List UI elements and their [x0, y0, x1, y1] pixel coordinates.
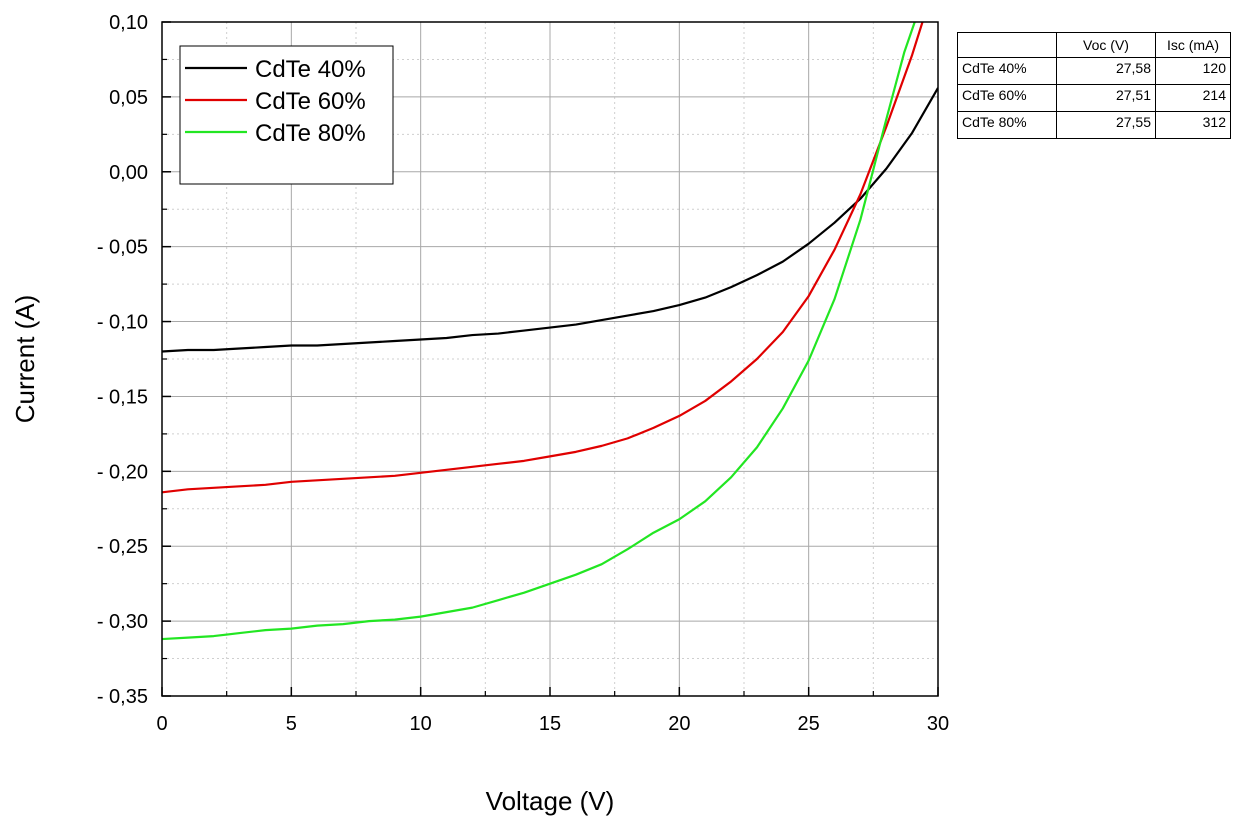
legend-label: CdTe 60%: [255, 88, 366, 115]
y-tick-label: 0,00: [109, 162, 148, 184]
y-tick-label: - 0,05: [97, 237, 148, 259]
y-axis-title: Current (A): [10, 295, 40, 424]
x-tick-label: 0: [156, 713, 167, 735]
x-tick-label: 25: [798, 713, 820, 735]
table-cell-isc: 120: [1155, 57, 1231, 85]
table-cell-name: CdTe 80%: [957, 111, 1057, 139]
x-tick-label: 5: [286, 713, 297, 735]
x-tick-label: 10: [410, 713, 432, 735]
y-tick-label: 0,05: [109, 87, 148, 109]
table-cell-name: CdTe 60%: [957, 84, 1057, 112]
x-tick-label: 15: [539, 713, 561, 735]
y-tick-label: - 0,35: [97, 686, 148, 708]
y-tick-label: - 0,15: [97, 386, 148, 408]
table-header-empty: [957, 32, 1057, 58]
table-cell-isc: 214: [1155, 84, 1231, 112]
legend: CdTe 40% CdTe 60% CdTe 80%: [179, 45, 394, 185]
legend-label: CdTe 40%: [255, 56, 366, 83]
table-row: CdTe 60% 27,51 214: [957, 84, 1231, 112]
table-cell-name: CdTe 40%: [957, 57, 1057, 85]
x-axis-title: Voltage (V): [486, 786, 615, 816]
table-row: CdTe 80% 27,55 312: [957, 111, 1231, 139]
table-cell-isc: 312: [1155, 111, 1231, 139]
x-tick-label: 30: [927, 713, 949, 735]
table-header-isc: Isc (mA): [1155, 32, 1231, 58]
series-line-1: [162, 87, 938, 353]
table-header-voc: Voc (V): [1056, 32, 1156, 58]
y-tick-label: 0,10: [109, 12, 148, 34]
legend-label: CdTe 80%: [255, 120, 366, 147]
table-cell-voc: 27,58: [1056, 57, 1156, 85]
y-tick-label: - 0,10: [97, 312, 148, 334]
table-cell-voc: 27,55: [1056, 111, 1156, 139]
tick-labels: 0 5 10 15 20 25 30 0,10 0,05 0,00 - 0,05 - 0,10 - 0,…: [97, 12, 949, 735]
axis-ticks: [161, 21, 939, 697]
series-line-3: [162, 22, 916, 641]
y-tick-label: - 0,25: [97, 536, 148, 558]
table-header-row: Voc (V) Isc (mA): [957, 32, 1231, 58]
x-tick-label: 20: [668, 713, 690, 735]
table-cell-voc: 27,51: [1056, 84, 1156, 112]
series-layer: [162, 22, 938, 641]
y-tick-label: - 0,20: [97, 461, 148, 483]
table-row: CdTe 40% 27,58 120: [957, 57, 1231, 85]
y-tick-label: - 0,30: [97, 611, 148, 633]
series-line-2: [162, 22, 924, 494]
parameters-table: Voc (V) Isc (mA) CdTe 40% 27,58 120 CdTe…: [957, 32, 1231, 139]
